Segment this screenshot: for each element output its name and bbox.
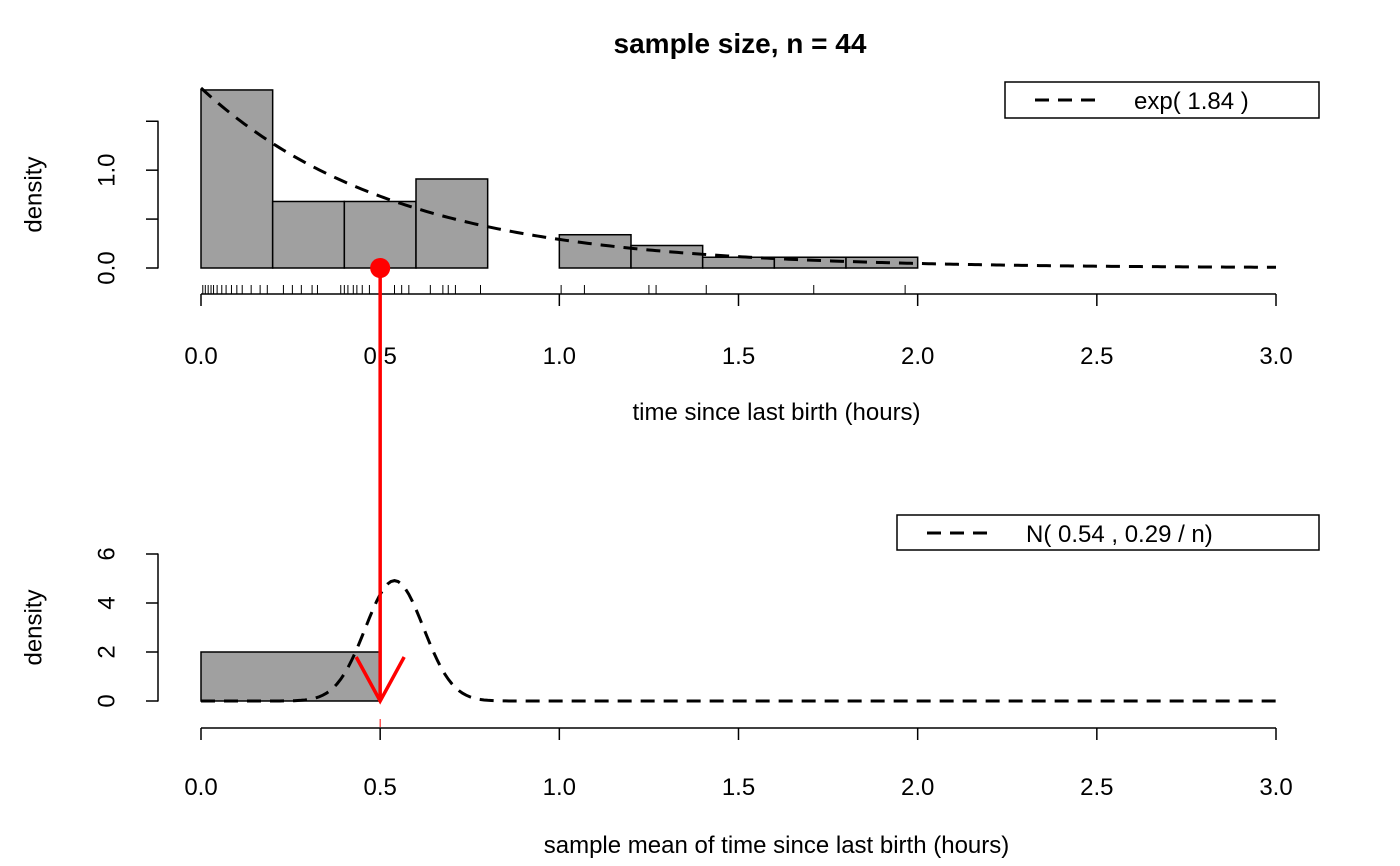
top-legend-box bbox=[1004, 81, 1320, 119]
bot-x-tick-label: 0.0 bbox=[184, 774, 217, 801]
top-x-tick-label: 0.0 bbox=[184, 343, 217, 370]
top-x-axis: 0.00.51.01.52.02.53.0 bbox=[184, 293, 1293, 370]
top-y-tick-label: 1.0 bbox=[93, 153, 120, 186]
bot-x-tick-label: 2.5 bbox=[1080, 774, 1113, 801]
bottom-x-axis: 0.0 0.5 1.0 1.5 2.0 2.5 3.0 bbox=[184, 727, 1293, 801]
top-x-tick-label: 1.5 bbox=[722, 343, 755, 370]
top-x-tick-label: 1.0 bbox=[543, 343, 576, 370]
bottom-legend: N( 0.54 , 0.29 / n) bbox=[896, 514, 1320, 551]
top-histogram-bar bbox=[271, 200, 346, 269]
chart-title: sample size, n = 44 bbox=[614, 28, 867, 59]
bottom-y-axis-label: density bbox=[20, 589, 47, 665]
bot-x-tick-label: 3.0 bbox=[1259, 774, 1292, 801]
bot-y-tick-label: 2 bbox=[93, 645, 120, 658]
bottom-legend-box bbox=[896, 514, 1320, 551]
top-y-axis-label: density bbox=[20, 157, 47, 233]
bot-y-tick-label: 6 bbox=[93, 547, 120, 560]
bottom-histogram-panel: 0 2 4 6 0.0 0.5 1.0 1.5 2.0 2.5 3.0 density sampl… bbox=[20, 514, 1320, 859]
sample-mean-highlight bbox=[354, 258, 406, 705]
bottom-legend-text: N( 0.54 , 0.29 / n) bbox=[1026, 521, 1213, 548]
top-legend: exp( 1.84 ) bbox=[1004, 81, 1320, 119]
top-histogram-panel: 0.01.0 0.00.51.01.52.02.53.0 density tim… bbox=[20, 81, 1320, 426]
top-legend-text: exp( 1.84 ) bbox=[1134, 88, 1249, 115]
top-x-tick-label: 3.0 bbox=[1259, 343, 1292, 370]
top-histogram-bar bbox=[343, 200, 417, 269]
bot-y-tick-label: 4 bbox=[93, 596, 120, 609]
bot-x-tick-label: 0.5 bbox=[363, 774, 396, 801]
top-y-axis: 0.0 1.0 bbox=[93, 120, 159, 285]
top-y-tick-label: 0.0 bbox=[93, 251, 120, 284]
top-bars bbox=[200, 89, 919, 269]
top-histogram-bar bbox=[558, 233, 632, 269]
top-histogram-bar bbox=[200, 89, 274, 269]
sample-mean-point bbox=[370, 258, 391, 278]
bot-y-tick-label: 0 bbox=[93, 694, 120, 707]
top-rug bbox=[202, 285, 906, 294]
bot-x-tick-label: 2.0 bbox=[901, 774, 934, 801]
highlight-arrowhead bbox=[354, 656, 406, 705]
bottom-y-axis: 0 2 4 6 bbox=[93, 547, 159, 708]
bot-x-tick-label: 1.0 bbox=[543, 774, 576, 801]
top-x-axis-label: time since last birth (hours) bbox=[632, 399, 920, 426]
bottom-x-axis-label: sample mean of time since last birth (ho… bbox=[544, 832, 1010, 859]
top-x-tick-label: 2.0 bbox=[901, 343, 934, 370]
bot-x-tick-label: 1.5 bbox=[722, 774, 755, 801]
top-x-tick-label: 2.5 bbox=[1080, 343, 1113, 370]
top-histogram-bar bbox=[630, 244, 704, 269]
exp-density-curve bbox=[199, 86, 1277, 269]
